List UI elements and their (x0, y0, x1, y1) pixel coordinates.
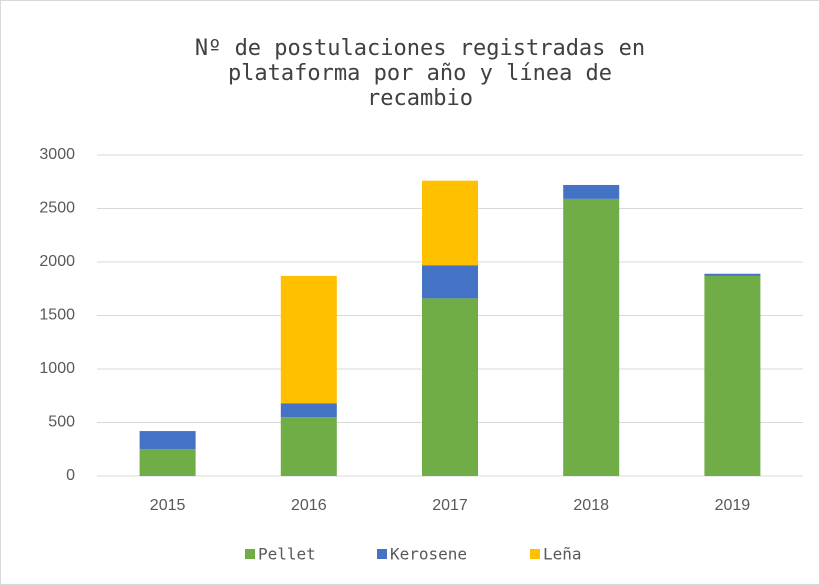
y-tick-label: 500 (48, 414, 75, 431)
bar-segment (280, 275, 337, 404)
y-tick-label: 1000 (39, 360, 75, 377)
x-tick-label: 2016 (291, 497, 327, 514)
x-tick-label: 2018 (573, 497, 609, 514)
y-tick-label: 2500 (39, 200, 75, 217)
bar-segment (422, 265, 478, 299)
bar-segment (280, 403, 337, 418)
legend-swatch (377, 549, 387, 559)
bar-segment (139, 449, 196, 476)
bar-segment (704, 273, 761, 276)
bar-segment (563, 184, 620, 199)
legend-label: Pellet (258, 545, 316, 564)
bar-segment (280, 417, 337, 476)
y-tick-label: 0 (66, 467, 75, 484)
legend-label: Leña (543, 545, 582, 564)
bar-segment (422, 180, 478, 266)
bar-segment (704, 275, 761, 476)
y-tick-label: 3000 (39, 146, 75, 163)
y-tick-label: 2000 (39, 253, 75, 270)
y-tick-label: 1500 (39, 307, 75, 324)
x-tick-label: 2019 (715, 497, 751, 514)
legend-label: Kerosene (390, 545, 467, 564)
bar-segment (422, 298, 478, 476)
legend-swatch (530, 549, 540, 559)
legend-swatch (245, 549, 255, 559)
bar-segment (563, 198, 620, 476)
x-tick-label: 2017 (432, 497, 468, 514)
bar-segment (139, 431, 196, 450)
chart-title: Nº de postulaciones registradas en plata… (194, 36, 646, 111)
x-tick-label: 2015 (150, 497, 186, 514)
